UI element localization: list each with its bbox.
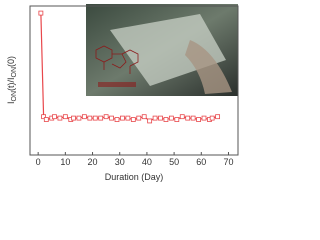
y-label-part: I: [6, 101, 16, 104]
x-tick-label: 0: [36, 157, 41, 167]
point: [103, 114, 109, 120]
point: [168, 115, 174, 121]
chart: Duration (Day) ION(t)/ION(0) 0 10 20 30 40 50…: [6, 4, 239, 182]
y-axis-label: ION(t)/ION(0): [6, 56, 18, 104]
point: [98, 115, 104, 121]
point: [120, 115, 125, 121]
x-tick-label: 40: [142, 157, 152, 167]
point: [81, 114, 87, 120]
x-tick-label: 50: [169, 157, 179, 167]
point: [41, 114, 46, 120]
point: [201, 115, 207, 121]
point: [71, 115, 76, 121]
y-label-sub: ON: [11, 67, 18, 78]
plot-frame: [29, 5, 239, 156]
point: [62, 114, 68, 120]
point: [92, 115, 98, 121]
point: [109, 115, 114, 121]
point: [215, 114, 221, 120]
point: [136, 115, 142, 121]
x-tick-label: 30: [115, 157, 125, 167]
y-label-part: (0): [6, 56, 16, 67]
point: [174, 117, 180, 122]
inset-photo: [86, 4, 238, 96]
point: [43, 117, 49, 122]
y-label-sub: ON: [11, 91, 18, 102]
point: [38, 10, 44, 16]
point: [179, 114, 185, 120]
point: [158, 115, 163, 121]
point: [141, 114, 147, 120]
point: [152, 115, 158, 121]
point: [190, 115, 196, 121]
point: [196, 117, 201, 122]
point: [163, 117, 169, 122]
point: [125, 115, 131, 121]
point: [130, 117, 136, 122]
point: [185, 115, 191, 121]
x-tick-label: 20: [88, 157, 98, 167]
x-tick-label: 60: [196, 157, 206, 167]
point: [52, 114, 57, 120]
point: [147, 118, 153, 124]
point: [114, 117, 120, 122]
y-label-part: (t)/I: [6, 77, 16, 91]
point: [57, 115, 63, 121]
point: [87, 115, 93, 121]
x-tick-label: 10: [60, 157, 70, 167]
point: [76, 115, 82, 121]
point: [209, 115, 215, 121]
x-axis-label: Duration (Day): [105, 172, 164, 182]
x-tick-label: 70: [223, 157, 233, 167]
